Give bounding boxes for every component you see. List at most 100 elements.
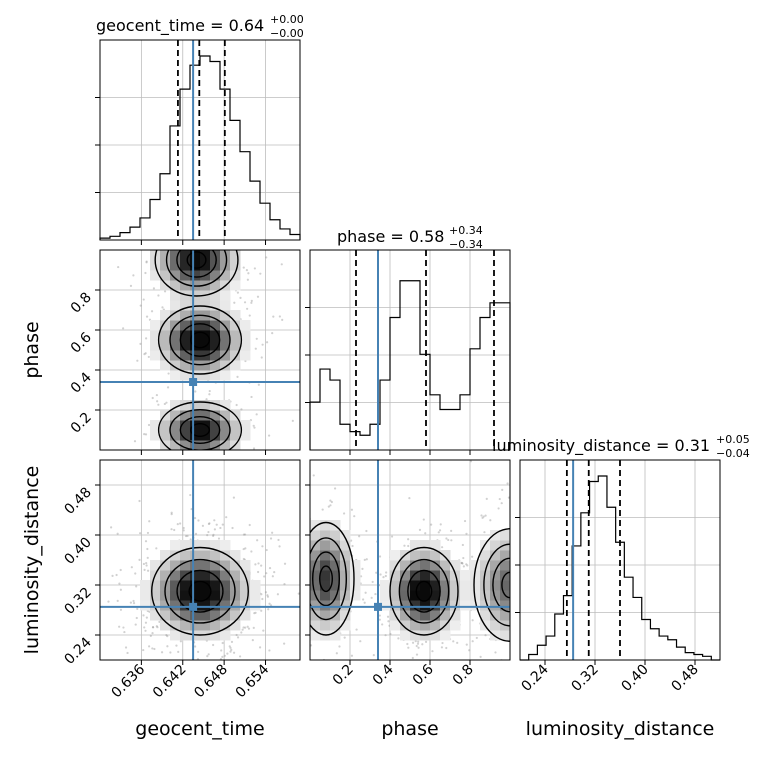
contours xyxy=(151,546,249,636)
density-cell xyxy=(180,620,191,631)
density-cell xyxy=(170,290,181,301)
density-cell xyxy=(220,360,231,371)
scatter-point xyxy=(350,654,354,657)
density-cell xyxy=(330,540,341,551)
panel-frame-2-0 xyxy=(99,459,301,661)
density-cell xyxy=(330,600,341,611)
contour-line xyxy=(179,416,221,445)
scatter-point xyxy=(247,627,251,630)
contour-line xyxy=(189,423,211,438)
density-cell xyxy=(170,260,181,271)
scatter-point xyxy=(280,263,283,266)
density-cell xyxy=(230,420,241,431)
density-cell xyxy=(400,570,411,581)
density-cell xyxy=(170,440,181,450)
density-cell xyxy=(150,320,161,331)
scatter-point xyxy=(418,528,422,532)
contour-line xyxy=(319,565,334,593)
density-cell xyxy=(190,280,201,291)
scatter-point xyxy=(231,526,234,530)
density-cell xyxy=(330,580,341,591)
density-cell xyxy=(210,410,221,421)
density-cell xyxy=(180,560,191,571)
scatter-point xyxy=(358,535,361,538)
density-cell xyxy=(180,360,191,371)
contour-line xyxy=(165,250,228,287)
scatter-point xyxy=(417,640,420,643)
scatter-point xyxy=(416,642,420,645)
density-cell xyxy=(410,620,421,631)
density-cell xyxy=(330,560,341,571)
density-cell xyxy=(210,620,221,631)
scatter-point xyxy=(148,645,151,648)
density-cell xyxy=(420,600,431,611)
density-cell xyxy=(160,610,171,621)
density-cell xyxy=(190,440,201,450)
scatter-point xyxy=(422,518,425,521)
density-cell xyxy=(180,350,191,361)
scatter-point xyxy=(445,537,448,540)
scatter-point xyxy=(417,646,420,649)
scatter-point xyxy=(142,648,145,652)
contour-line xyxy=(154,250,239,297)
panel-frame-1-0 xyxy=(99,249,301,451)
scatter-point xyxy=(342,512,346,515)
density-cell xyxy=(430,630,441,641)
density-cell xyxy=(310,560,321,571)
scatter-point xyxy=(244,626,247,629)
density-cell xyxy=(310,610,321,621)
scatter-point xyxy=(158,620,161,623)
scatter-point xyxy=(257,383,260,386)
density-cell xyxy=(180,320,191,331)
density-cell xyxy=(200,370,211,381)
density-cell xyxy=(220,340,231,351)
scatter-point xyxy=(197,519,200,522)
density-cell xyxy=(170,590,181,601)
scatter-point xyxy=(439,523,442,526)
density-cell xyxy=(220,560,231,571)
density-cell xyxy=(160,570,171,581)
density-cell xyxy=(230,250,241,261)
density-cell xyxy=(210,420,221,431)
scatter-point xyxy=(146,531,150,535)
scatter-point xyxy=(266,595,270,598)
density-cell xyxy=(150,600,161,611)
phase-title-sup: +0.34 xyxy=(449,224,483,237)
scatter-point xyxy=(116,599,119,602)
density-cell xyxy=(210,340,221,351)
density-cell xyxy=(410,630,421,641)
density-cell xyxy=(490,600,501,611)
density-cell xyxy=(320,610,331,621)
density-cell xyxy=(230,340,241,351)
density-cell xyxy=(230,610,241,621)
density-cell xyxy=(190,330,201,341)
scatter-point xyxy=(364,591,367,594)
scatter-point xyxy=(450,539,453,542)
geocent-time-title-sub: −0.00 xyxy=(270,27,304,40)
scatter-point xyxy=(350,508,354,511)
scatter-point xyxy=(338,645,341,648)
scatter-point xyxy=(460,561,463,564)
density-cell xyxy=(200,550,211,561)
scatter-point xyxy=(110,526,113,529)
density-cell xyxy=(200,560,211,571)
scatter-point xyxy=(378,614,381,617)
density-cell xyxy=(340,530,351,541)
scatter-point xyxy=(408,497,411,500)
density-cell xyxy=(180,280,191,291)
density-cell xyxy=(190,410,201,421)
scatter-point xyxy=(221,523,224,526)
scatter-point xyxy=(233,301,236,304)
scatter-point xyxy=(150,310,154,313)
scatter-point xyxy=(278,545,281,548)
scatter-point xyxy=(208,522,211,525)
scatter-point xyxy=(379,573,382,576)
density-cell xyxy=(490,530,501,541)
scatter-point xyxy=(411,641,415,644)
density-cell xyxy=(350,590,361,601)
density-cell xyxy=(180,260,191,271)
scatter-point xyxy=(254,347,257,350)
density-cell xyxy=(180,340,191,351)
scatter-point xyxy=(254,563,257,566)
density-cell xyxy=(220,440,231,450)
